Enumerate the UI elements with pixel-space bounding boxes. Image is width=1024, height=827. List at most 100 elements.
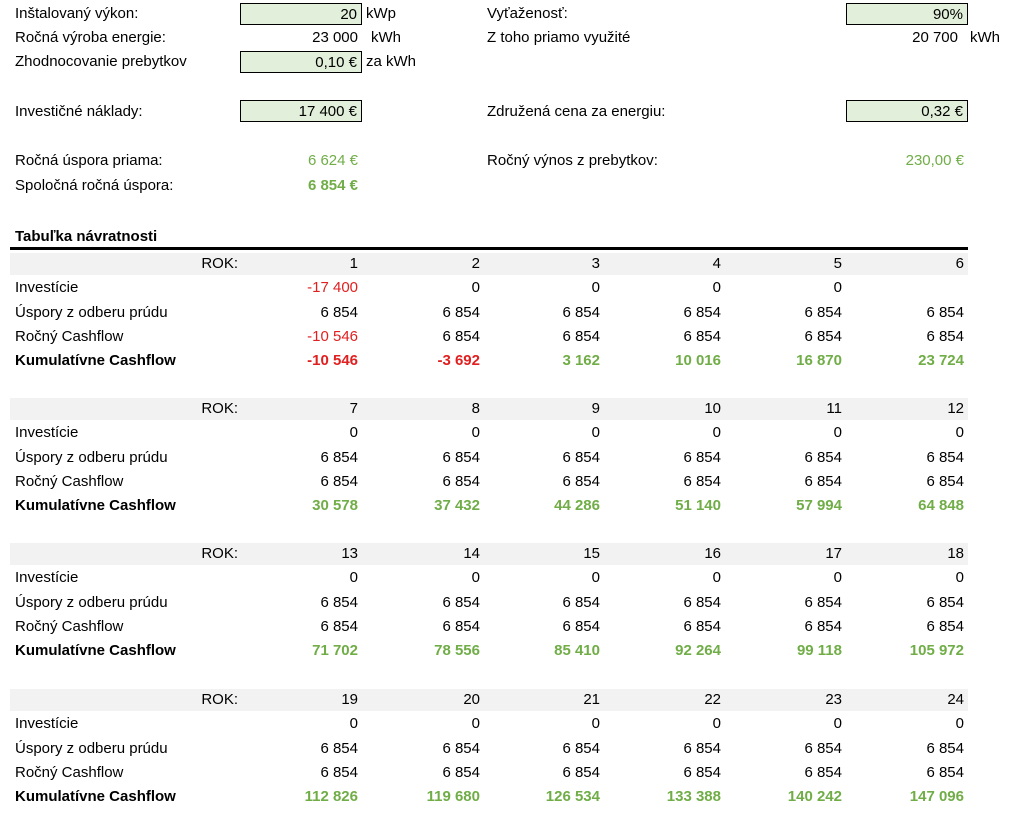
row-investicie-cell: 0 bbox=[591, 424, 600, 442]
investment-input[interactable]: 17 400 € bbox=[240, 100, 362, 122]
year-cell: 11 bbox=[826, 400, 842, 417]
row-uspory-cell: 6 854 bbox=[562, 303, 600, 321]
year-cell: 7 bbox=[349, 400, 358, 417]
row-cashflow-cell: 6 854 bbox=[926, 763, 964, 781]
row-kumulativne-label: Kumulatívne Cashflow bbox=[15, 788, 176, 806]
row-kumulativne-cell: 78 556 bbox=[434, 642, 480, 660]
row-kumulativne-cell: 23 724 bbox=[918, 352, 964, 370]
rok-label: ROK: bbox=[201, 691, 238, 708]
annual-production-unit: kWh bbox=[371, 29, 401, 46]
row-uspory-cell: 6 854 bbox=[804, 739, 842, 757]
row-cashflow-cell: 6 854 bbox=[926, 617, 964, 635]
row-cashflow-cell: 6 854 bbox=[804, 763, 842, 781]
row-kumulativne-cell: 71 702 bbox=[312, 642, 358, 660]
year-header-bar bbox=[10, 398, 968, 420]
row-investicie-cell: 0 bbox=[955, 715, 964, 733]
year-cell: 12 bbox=[947, 400, 964, 417]
year-cell: 18 bbox=[947, 545, 964, 562]
row-kumulativne-cell: 112 826 bbox=[304, 788, 358, 806]
annual-production-label: Ročná výroba energie: bbox=[15, 29, 166, 46]
combined-price-input[interactable]: 0,32 € bbox=[846, 100, 968, 122]
utilization-input[interactable]: 90% bbox=[846, 3, 968, 25]
title-divider bbox=[10, 247, 968, 250]
year-cell: 4 bbox=[712, 255, 721, 272]
row-uspory-label: Úspory z odberu prúdu bbox=[15, 448, 168, 466]
row-investicie-cell: 0 bbox=[591, 715, 600, 733]
surplus-valuation-input[interactable]: 0,10 € bbox=[240, 51, 362, 73]
row-kumulativne-cell: 16 870 bbox=[796, 352, 842, 370]
row-cashflow-cell: 6 854 bbox=[442, 472, 480, 490]
row-kumulativne-cell: 133 388 bbox=[666, 788, 721, 806]
row-uspory-cell: 6 854 bbox=[442, 739, 480, 757]
row-investicie-cell: 0 bbox=[349, 424, 358, 442]
year-cell: 14 bbox=[463, 545, 480, 562]
row-investicie-cell: 0 bbox=[591, 279, 600, 297]
row-uspory-cell: 6 854 bbox=[926, 303, 964, 321]
row-kumulativne-cell: 3 162 bbox=[562, 352, 600, 370]
installed-power-input[interactable]: 20 bbox=[240, 3, 362, 25]
rok-label: ROK: bbox=[201, 545, 238, 562]
row-kumulativne-cell: 99 118 bbox=[796, 642, 842, 660]
row-cashflow-cell: 6 854 bbox=[926, 327, 964, 345]
surplus-valuation-unit: za kWh bbox=[366, 53, 417, 70]
combined-price-label: Združená cena za energiu: bbox=[487, 103, 666, 120]
year-cell: 17 bbox=[825, 545, 842, 562]
row-cashflow-cell: 6 854 bbox=[683, 617, 721, 635]
row-uspory-cell: 6 854 bbox=[562, 593, 600, 611]
row-investicie-cell: 0 bbox=[471, 279, 480, 297]
surplus-income-label: Ročný výnos z prebytkov: bbox=[487, 152, 658, 169]
year-cell: 13 bbox=[341, 545, 358, 562]
row-investicie-label: Investície bbox=[15, 279, 79, 297]
row-uspory-label: Úspory z odberu prúdu bbox=[15, 739, 168, 757]
row-cashflow-label: Ročný Cashflow bbox=[15, 617, 124, 635]
total-saving-value: 6 854 € bbox=[307, 177, 358, 194]
annual-production-value: 23 000 bbox=[312, 29, 358, 46]
installed-power-unit: kWp bbox=[366, 5, 396, 22]
row-uspory-cell: 6 854 bbox=[320, 448, 358, 466]
row-cashflow-cell: 6 854 bbox=[804, 472, 842, 490]
row-uspory-cell: 6 854 bbox=[320, 593, 358, 611]
row-investicie-cell: 0 bbox=[833, 569, 842, 587]
row-cashflow-label: Ročný Cashflow bbox=[15, 763, 124, 781]
row-investicie-cell: 0 bbox=[833, 424, 842, 442]
year-cell: 15 bbox=[583, 545, 600, 562]
year-cell: 19 bbox=[341, 691, 358, 708]
row-kumulativne-cell: 44 286 bbox=[554, 497, 600, 515]
row-uspory-cell: 6 854 bbox=[442, 593, 480, 611]
row-uspory-cell: 6 854 bbox=[683, 593, 721, 611]
row-kumulativne-cell: 140 242 bbox=[787, 788, 842, 806]
row-uspory-cell: 6 854 bbox=[683, 303, 721, 321]
year-cell: 1 bbox=[349, 255, 358, 272]
row-uspory-cell: 6 854 bbox=[562, 739, 600, 757]
row-investicie-cell: 0 bbox=[833, 279, 842, 297]
row-uspory-cell: 6 854 bbox=[683, 739, 721, 757]
row-cashflow-cell: 6 854 bbox=[562, 327, 600, 345]
year-cell: 8 bbox=[471, 400, 480, 417]
row-cashflow-cell: 6 854 bbox=[683, 327, 721, 345]
row-cashflow-cell: 6 854 bbox=[804, 327, 842, 345]
row-kumulativne-cell: 92 264 bbox=[675, 642, 721, 660]
row-uspory-cell: 6 854 bbox=[926, 448, 964, 466]
row-uspory-cell: 6 854 bbox=[320, 303, 358, 321]
row-investicie-cell: 0 bbox=[833, 715, 842, 733]
row-cashflow-cell: 6 854 bbox=[562, 763, 600, 781]
row-kumulativne-label: Kumulatívne Cashflow bbox=[15, 642, 176, 660]
table-title: Tabuľka návratnosti bbox=[15, 228, 158, 245]
row-uspory-cell: 6 854 bbox=[926, 739, 964, 757]
row-cashflow-cell: 6 854 bbox=[442, 617, 480, 635]
row-kumulativne-cell: 126 534 bbox=[545, 788, 600, 806]
row-investicie-cell: 0 bbox=[712, 569, 721, 587]
total-saving-label: Spoločná ročná úspora: bbox=[15, 177, 174, 194]
year-cell: 16 bbox=[704, 545, 721, 562]
row-kumulativne-cell: 30 578 bbox=[312, 497, 358, 515]
row-investicie-label: Investície bbox=[15, 715, 79, 733]
year-cell: 5 bbox=[833, 255, 842, 272]
row-investicie-cell: 0 bbox=[471, 715, 480, 733]
row-cashflow-cell: 6 854 bbox=[320, 763, 358, 781]
row-investicie-cell: 0 bbox=[712, 424, 721, 442]
row-uspory-cell: 6 854 bbox=[562, 448, 600, 466]
row-kumulativne-cell: 10 016 bbox=[675, 352, 721, 370]
row-uspory-label: Úspory z odberu prúdu bbox=[15, 303, 168, 321]
direct-use-value: 20 700 bbox=[912, 29, 958, 46]
row-cashflow-label: Ročný Cashflow bbox=[15, 327, 124, 345]
